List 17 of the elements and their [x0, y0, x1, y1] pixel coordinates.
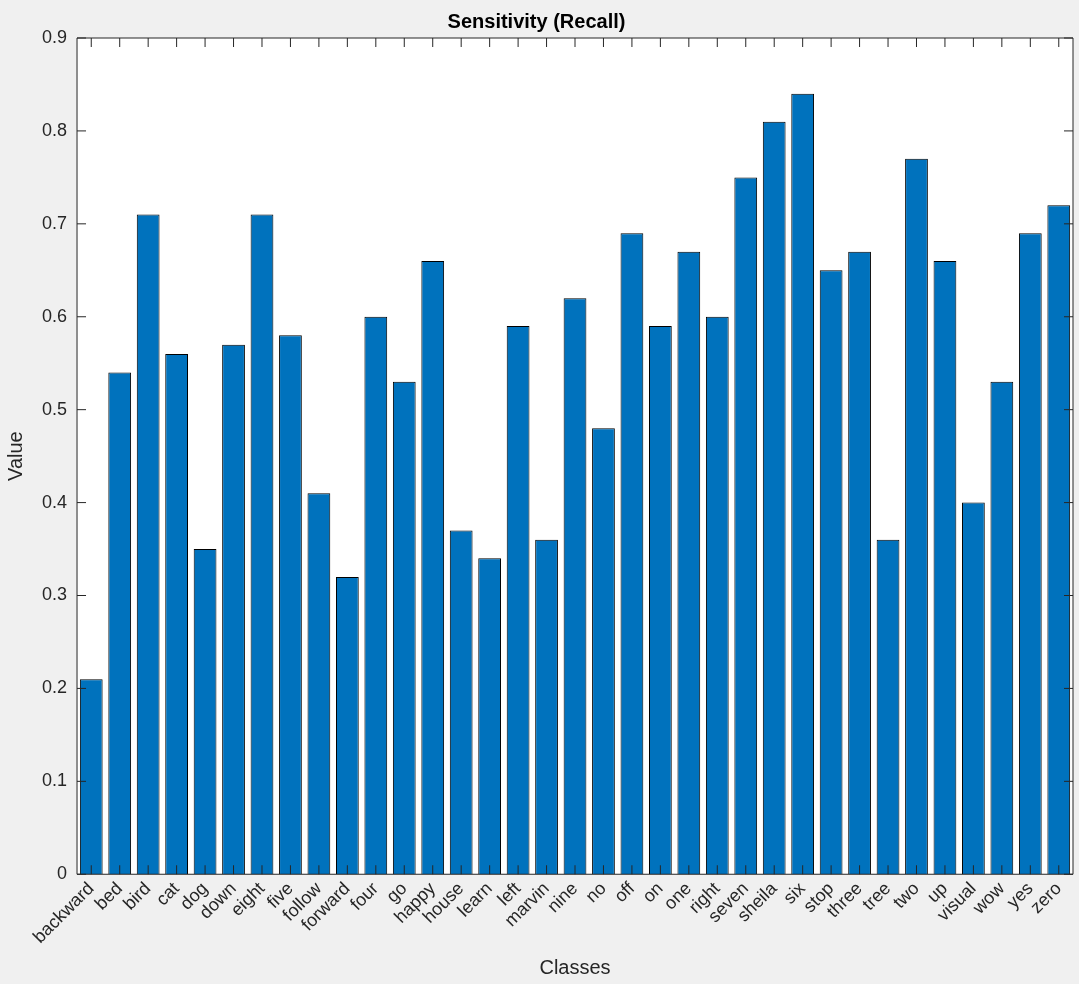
- x-tick-label: on: [638, 878, 667, 907]
- y-tick-label: 0.7: [41, 212, 68, 233]
- y-tick-label: 0.4: [41, 491, 68, 512]
- x-axis-title: Classes: [539, 955, 611, 978]
- y-tick-label: 0.5: [41, 398, 68, 419]
- y-tick-label: 0.8: [41, 119, 68, 140]
- y-tick-label: 0: [57, 863, 68, 884]
- x-tick-label: off: [610, 877, 639, 907]
- x-tick-label: cat: [151, 878, 183, 910]
- x-tick-label: no: [581, 878, 610, 907]
- y-tick-label: 0.2: [41, 677, 68, 698]
- y-tick-label: 0.1: [41, 770, 68, 791]
- y-axis-title: Value: [3, 431, 26, 481]
- y-tick-label: 0.3: [41, 584, 68, 605]
- y-tick-label: 0.6: [41, 305, 68, 326]
- y-tick-label: 0.9: [41, 26, 68, 47]
- chart-title: Sensitivity (Recall): [447, 9, 626, 32]
